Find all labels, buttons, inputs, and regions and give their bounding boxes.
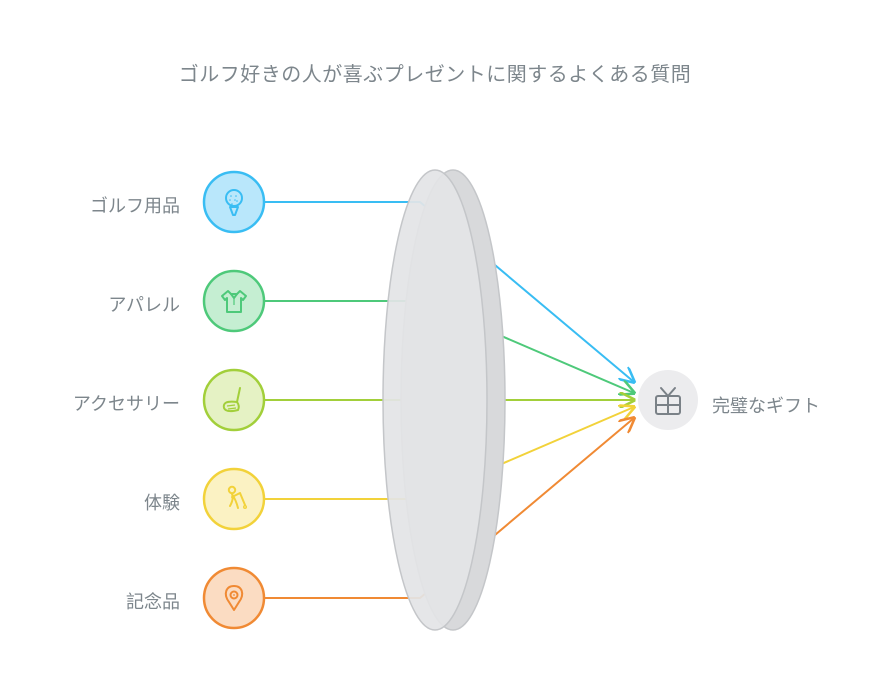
source-souvenir xyxy=(204,568,264,628)
diagram-svg xyxy=(0,0,870,684)
source-label-equipment: ゴルフ用品 xyxy=(40,192,180,218)
source-apparel xyxy=(204,271,264,331)
source-label-experience: 体験 xyxy=(40,489,180,515)
lens-front xyxy=(383,170,487,630)
source-circle-accessory xyxy=(204,370,264,430)
target-label: 完璧なギフト xyxy=(712,392,820,418)
source-label-souvenir: 記念品 xyxy=(40,588,180,614)
source-circle-equipment xyxy=(204,172,264,232)
source-equipment xyxy=(204,172,264,232)
source-label-accessory: アクセサリー xyxy=(40,390,180,416)
source-label-apparel: アパレル xyxy=(40,291,180,317)
source-accessory xyxy=(204,370,264,430)
source-experience xyxy=(204,469,264,529)
